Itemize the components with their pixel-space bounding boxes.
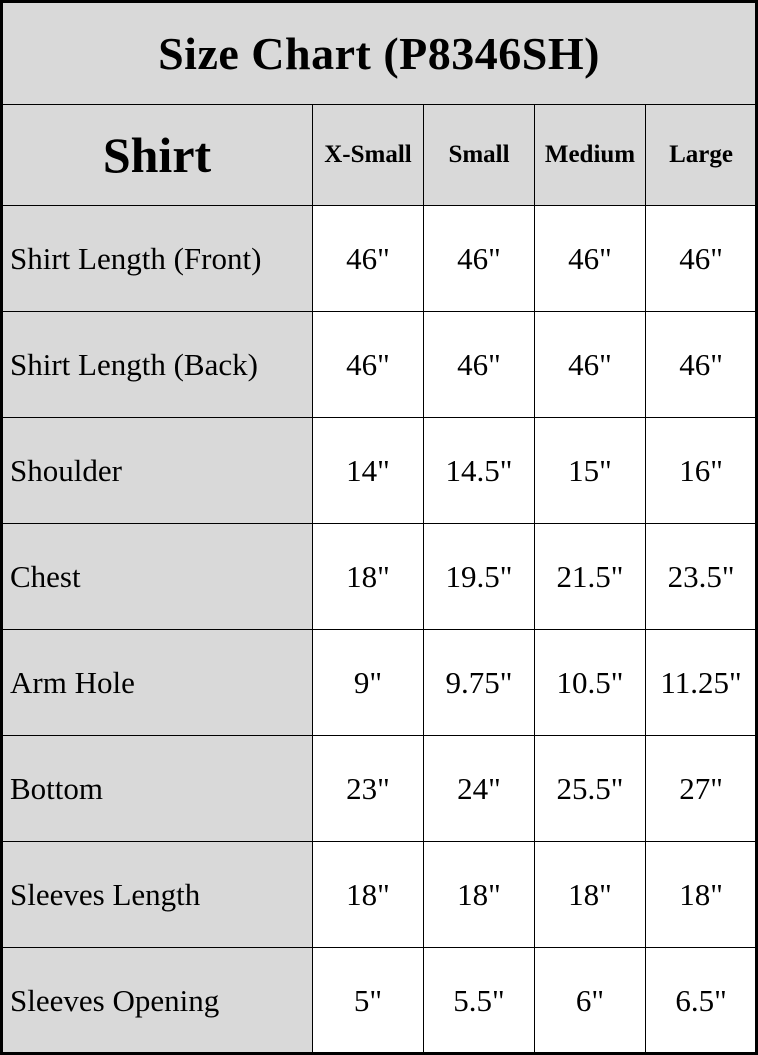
measurement-cell: 18"	[423, 841, 535, 948]
measurement-cell: 46"	[423, 205, 535, 312]
header-row: Shirt X-Small Small Medium Large	[1, 104, 758, 206]
size-header-small: Small	[423, 104, 535, 206]
row-label: Shirt Length (Back)	[1, 311, 313, 418]
chart-title: Size Chart (P8346SH)	[0, 1, 758, 105]
row-label: Shoulder	[1, 417, 313, 524]
size-header-large: Large	[644, 104, 758, 206]
table-row: Chest 18" 19.5" 21.5" 23.5"	[1, 523, 758, 630]
measurement-cell: 23.5"	[644, 523, 758, 630]
measurement-cell: 11.25"	[644, 629, 758, 736]
measurement-cell: 25.5"	[534, 735, 646, 842]
measurement-cell: 46"	[644, 311, 758, 418]
measurement-cell: 16"	[644, 417, 758, 524]
measurement-cell: 46"	[534, 311, 646, 418]
row-label: Shirt Length (Front)	[1, 205, 313, 312]
category-header: Shirt	[1, 104, 313, 206]
measurement-cell: 24"	[423, 735, 535, 842]
measurement-cell: 5.5"	[423, 947, 535, 1054]
measurement-cell: 46"	[312, 205, 424, 312]
measurement-cell: 46"	[312, 311, 424, 418]
measurement-cell: 15"	[534, 417, 646, 524]
measurement-cell: 21.5"	[534, 523, 646, 630]
table-row: Shirt Length (Front) 46" 46" 46" 46"	[1, 205, 758, 312]
measurement-cell: 5"	[312, 947, 424, 1054]
table-body: Shirt Length (Front) 46" 46" 46" 46" Shirt Le…	[1, 205, 758, 1054]
measurement-cell: 6"	[534, 947, 646, 1054]
measurement-cell: 18"	[312, 523, 424, 630]
table-row: Arm Hole 9" 9.75" 10.5" 11.25"	[1, 629, 758, 736]
row-label: Sleeves Length	[1, 841, 313, 948]
row-label: Chest	[1, 523, 313, 630]
measurement-cell: 14.5"	[423, 417, 535, 524]
measurement-cell: 9"	[312, 629, 424, 736]
measurement-cell: 46"	[423, 311, 535, 418]
measurement-cell: 10.5"	[534, 629, 646, 736]
measurement-cell: 23"	[312, 735, 424, 842]
measurement-cell: 18"	[534, 841, 646, 948]
size-header-x-small: X-Small	[312, 104, 424, 206]
size-header-medium: Medium	[534, 104, 646, 206]
table-row: Sleeves Opening 5" 5.5" 6" 6.5"	[1, 947, 758, 1054]
measurement-cell: 18"	[644, 841, 758, 948]
measurement-cell: 9.75"	[423, 629, 535, 736]
measurement-cell: 46"	[534, 205, 646, 312]
measurement-cell: 18"	[312, 841, 424, 948]
table-row: Bottom 23" 24" 25.5" 27"	[1, 735, 758, 842]
row-label: Arm Hole	[1, 629, 313, 736]
row-label: Bottom	[1, 735, 313, 842]
measurement-cell: 19.5"	[423, 523, 535, 630]
measurement-cell: 6.5"	[644, 947, 758, 1054]
row-label: Sleeves Opening	[1, 947, 313, 1054]
measurement-cell: 46"	[644, 205, 758, 312]
table-row: Shirt Length (Back) 46" 46" 46" 46"	[1, 311, 758, 418]
table-row: Sleeves Length 18" 18" 18" 18"	[1, 841, 758, 948]
measurement-cell: 14"	[312, 417, 424, 524]
table-row: Shoulder 14" 14.5" 15" 16"	[1, 417, 758, 524]
measurement-cell: 27"	[644, 735, 758, 842]
